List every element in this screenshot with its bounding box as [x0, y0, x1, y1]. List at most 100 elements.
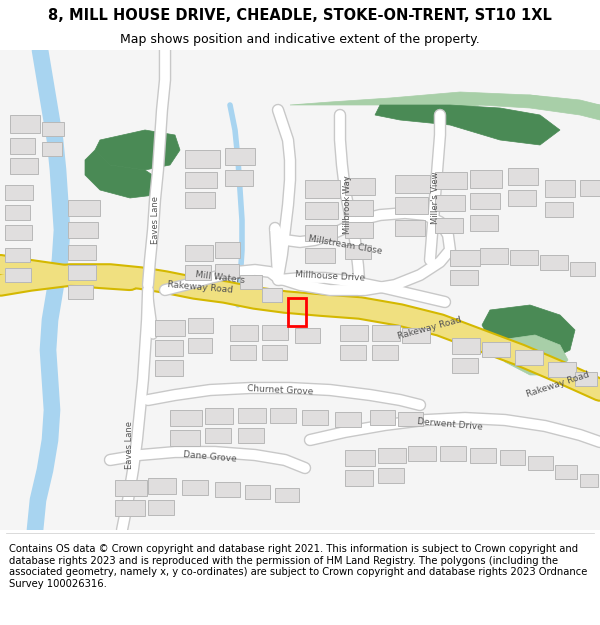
- Polygon shape: [495, 335, 568, 375]
- Polygon shape: [580, 180, 600, 196]
- Polygon shape: [345, 450, 375, 466]
- Polygon shape: [435, 218, 463, 233]
- Polygon shape: [215, 242, 240, 258]
- Polygon shape: [378, 468, 404, 483]
- Polygon shape: [262, 345, 287, 360]
- Polygon shape: [435, 195, 465, 211]
- Polygon shape: [5, 248, 30, 262]
- Polygon shape: [395, 197, 428, 214]
- Text: Rakeway Road: Rakeway Road: [397, 315, 463, 341]
- Polygon shape: [42, 142, 62, 156]
- Polygon shape: [238, 408, 266, 423]
- Polygon shape: [10, 158, 38, 174]
- Polygon shape: [510, 250, 538, 265]
- Polygon shape: [500, 450, 525, 465]
- Polygon shape: [378, 448, 406, 463]
- Polygon shape: [370, 410, 395, 425]
- Polygon shape: [402, 328, 430, 343]
- Text: Contains OS data © Crown copyright and database right 2021. This information is : Contains OS data © Crown copyright and d…: [9, 544, 587, 589]
- Polygon shape: [340, 345, 366, 360]
- Polygon shape: [480, 248, 508, 264]
- Polygon shape: [340, 325, 368, 341]
- Polygon shape: [482, 342, 510, 357]
- Text: Eaves Lane: Eaves Lane: [125, 421, 134, 469]
- Polygon shape: [170, 410, 202, 426]
- Text: Rakeway Road: Rakeway Road: [167, 279, 233, 294]
- Polygon shape: [335, 412, 361, 427]
- Polygon shape: [372, 345, 398, 360]
- Polygon shape: [398, 412, 423, 426]
- Polygon shape: [240, 275, 262, 289]
- Polygon shape: [115, 480, 147, 496]
- Polygon shape: [345, 200, 373, 216]
- Polygon shape: [155, 360, 183, 376]
- Polygon shape: [482, 305, 575, 360]
- Text: Miller's View: Miller's View: [431, 172, 440, 224]
- Text: Millbrook Way: Millbrook Way: [343, 176, 353, 234]
- Polygon shape: [230, 345, 256, 360]
- Polygon shape: [452, 358, 478, 373]
- Polygon shape: [68, 285, 93, 299]
- Polygon shape: [408, 446, 436, 461]
- Polygon shape: [262, 288, 282, 302]
- Polygon shape: [42, 122, 64, 136]
- Polygon shape: [10, 115, 40, 133]
- Polygon shape: [440, 446, 466, 461]
- Polygon shape: [182, 480, 208, 495]
- Bar: [288, 298, 306, 326]
- Polygon shape: [305, 202, 338, 219]
- Polygon shape: [470, 193, 500, 209]
- Polygon shape: [155, 340, 183, 356]
- Polygon shape: [450, 250, 480, 266]
- Polygon shape: [372, 325, 400, 341]
- Polygon shape: [185, 265, 211, 280]
- Text: Millstream Close: Millstream Close: [307, 234, 383, 256]
- Polygon shape: [230, 325, 258, 341]
- Text: Derwent Drive: Derwent Drive: [417, 417, 483, 431]
- Text: Map shows position and indicative extent of the property.: Map shows position and indicative extent…: [120, 32, 480, 46]
- Polygon shape: [115, 500, 145, 516]
- Polygon shape: [95, 130, 180, 170]
- Polygon shape: [515, 350, 543, 365]
- Polygon shape: [580, 474, 598, 487]
- Polygon shape: [305, 248, 335, 263]
- Polygon shape: [548, 362, 576, 377]
- Polygon shape: [450, 270, 478, 285]
- Polygon shape: [345, 470, 373, 486]
- Text: Mill Waters: Mill Waters: [194, 271, 245, 286]
- Polygon shape: [148, 478, 176, 494]
- Polygon shape: [470, 215, 498, 231]
- Polygon shape: [68, 245, 96, 260]
- Polygon shape: [68, 200, 100, 216]
- Text: Dane Grove: Dane Grove: [183, 450, 237, 464]
- Polygon shape: [345, 245, 371, 259]
- Polygon shape: [5, 185, 33, 200]
- Polygon shape: [528, 456, 553, 470]
- Polygon shape: [452, 338, 480, 354]
- Polygon shape: [155, 320, 185, 336]
- Polygon shape: [545, 202, 573, 217]
- Polygon shape: [245, 485, 270, 499]
- Polygon shape: [302, 410, 328, 425]
- Polygon shape: [435, 172, 467, 189]
- Polygon shape: [575, 372, 597, 386]
- Polygon shape: [225, 148, 255, 165]
- Text: Millhouse Drive: Millhouse Drive: [295, 269, 365, 282]
- Polygon shape: [10, 138, 35, 154]
- Polygon shape: [470, 170, 502, 188]
- Polygon shape: [375, 105, 560, 145]
- Polygon shape: [170, 430, 200, 446]
- Polygon shape: [185, 172, 217, 188]
- Polygon shape: [5, 268, 31, 282]
- Text: Eaves Lane: Eaves Lane: [151, 196, 160, 244]
- Polygon shape: [185, 192, 215, 208]
- Polygon shape: [68, 222, 98, 238]
- Polygon shape: [395, 175, 430, 193]
- Polygon shape: [185, 245, 213, 261]
- Polygon shape: [395, 220, 425, 236]
- Text: 8, MILL HOUSE DRIVE, CHEADLE, STOKE-ON-TRENT, ST10 1XL: 8, MILL HOUSE DRIVE, CHEADLE, STOKE-ON-T…: [48, 8, 552, 22]
- Polygon shape: [290, 92, 600, 120]
- Polygon shape: [68, 265, 96, 280]
- Polygon shape: [508, 190, 536, 206]
- Polygon shape: [238, 428, 264, 443]
